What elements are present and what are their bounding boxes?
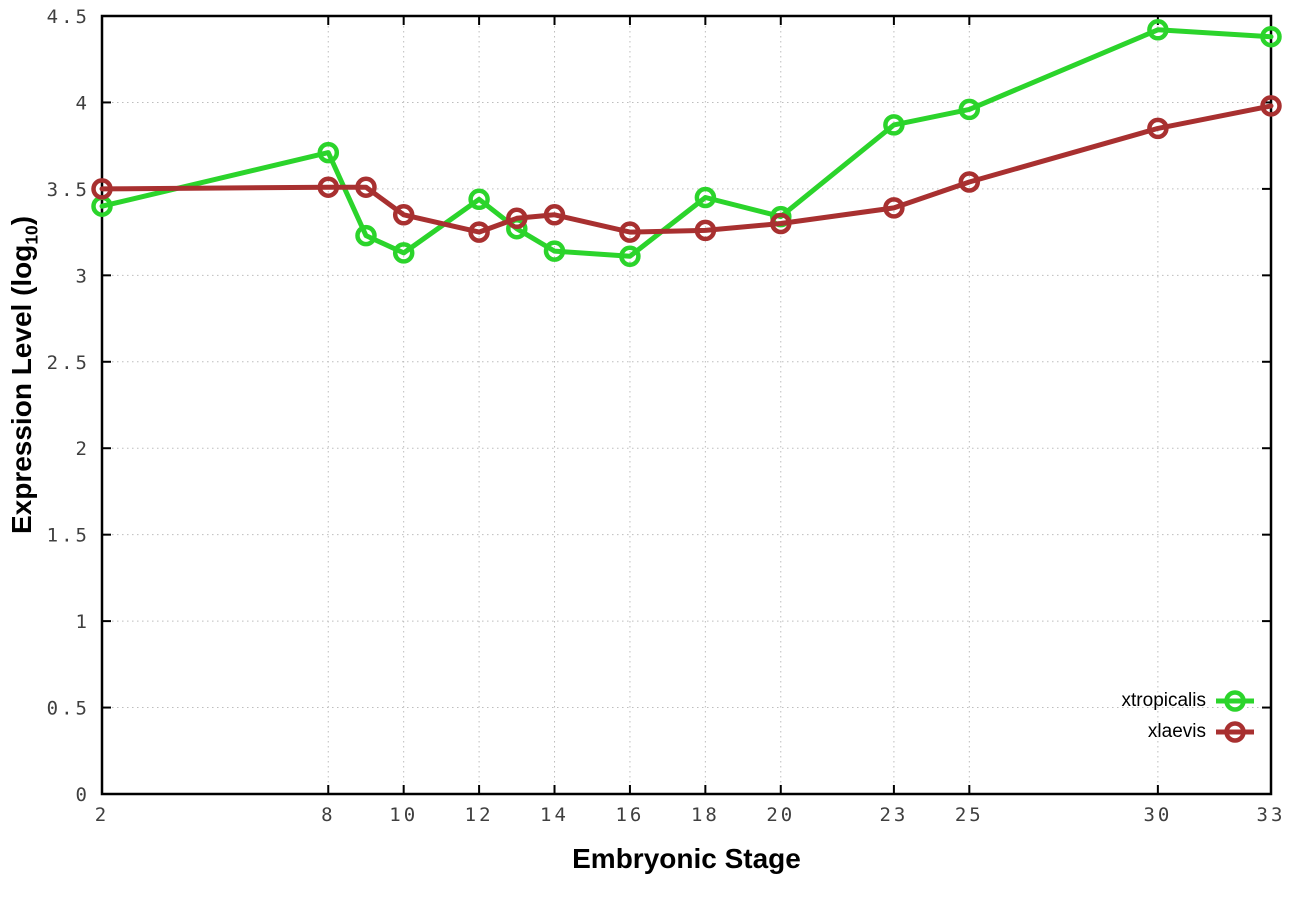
x-tick-label: 30	[1143, 804, 1172, 826]
data-point-marker-xtropicalis	[543, 240, 566, 262]
y-tick-label: 4.5	[47, 6, 90, 28]
y-axis-title-close: )	[6, 215, 37, 226]
data-point-marker-xlaevis	[1260, 95, 1282, 117]
data-point-marker-xtropicalis	[1260, 25, 1282, 48]
data-point-marker-xtropicalis	[883, 114, 905, 136]
legend-sample-line-icon	[1216, 689, 1254, 712]
y-tick-label: 1	[76, 611, 90, 633]
x-tick-label: 12	[465, 804, 494, 826]
data-point-marker-xlaevis	[694, 219, 717, 242]
x-tick-label: 8	[321, 804, 335, 826]
data-point-marker-xlaevis	[883, 197, 905, 219]
y-tick-label: 2	[76, 438, 90, 460]
data-point-marker-xtropicalis	[1147, 19, 1169, 41]
data-point-marker-xlaevis	[317, 176, 340, 198]
data-point-marker-xlaevis	[1147, 117, 1169, 140]
data-point-marker-xlaevis	[619, 221, 641, 243]
data-point-marker-xtropicalis	[694, 186, 717, 209]
x-tick-label: 25	[955, 804, 984, 826]
x-tick-label: 14	[540, 804, 569, 826]
data-point-marker-xlaevis	[468, 221, 490, 243]
legend-label-xlaevis: xlaevis	[1147, 720, 1206, 742]
legend-item-xlaevis: xlaevis	[1122, 716, 1254, 747]
data-point-marker-xlaevis	[91, 178, 113, 200]
y-tick-label: 4	[76, 92, 90, 114]
y-tick-label: 1.5	[47, 525, 90, 547]
x-tick-label: 2	[95, 804, 109, 826]
legend-marker-icon	[1224, 689, 1246, 712]
y-axis-title: Expression Level (log10)	[4, 75, 42, 675]
data-point-marker-xtropicalis	[468, 188, 490, 211]
data-point-marker-xlaevis	[392, 204, 415, 226]
data-point-marker-xtropicalis	[392, 242, 415, 264]
data-point-marker-xtropicalis	[317, 141, 340, 164]
legend-sample-line-icon	[1216, 720, 1254, 743]
plot-border	[100, 14, 1273, 796]
legend-item-xtropicalis: xtropicalis	[1122, 685, 1254, 716]
y-axis-title-text: Expression Level (log	[6, 244, 37, 535]
y-tick-label: 2.5	[47, 352, 90, 374]
y-tick-label: 0	[76, 784, 90, 806]
data-point-marker-xtropicalis	[619, 245, 641, 268]
x-axis-title: Embryonic Stage	[572, 843, 801, 874]
data-point-marker-xlaevis	[355, 176, 377, 198]
data-point-marker-xtropicalis	[355, 224, 377, 247]
series-line-xtropicalis	[99, 27, 1274, 259]
legend: xtropicalis xlaevis	[1122, 685, 1254, 747]
y-tick-label: 3	[76, 265, 90, 287]
y-tick-label: 0.5	[47, 698, 90, 720]
x-tick-label: 18	[691, 804, 720, 826]
legend-marker-icon	[1224, 720, 1246, 743]
x-tick-label: 23	[879, 804, 908, 826]
data-point-marker-xlaevis	[958, 171, 981, 193]
x-tick-label: 10	[389, 804, 418, 826]
x-tick-label: 16	[615, 804, 644, 826]
data-point-marker-xtropicalis	[958, 98, 981, 121]
x-tick-label: 33	[1257, 804, 1286, 826]
y-tick-label: 3.5	[47, 179, 90, 201]
x-tick-label: 20	[766, 804, 795, 826]
data-point-marker-xlaevis	[506, 207, 528, 230]
y-axis-title-subscript: 10	[21, 225, 42, 245]
legend-label-xtropicalis: xtropicalis	[1121, 689, 1206, 711]
data-point-marker-xlaevis	[543, 204, 566, 226]
data-point-marker-xlaevis	[770, 212, 792, 235]
